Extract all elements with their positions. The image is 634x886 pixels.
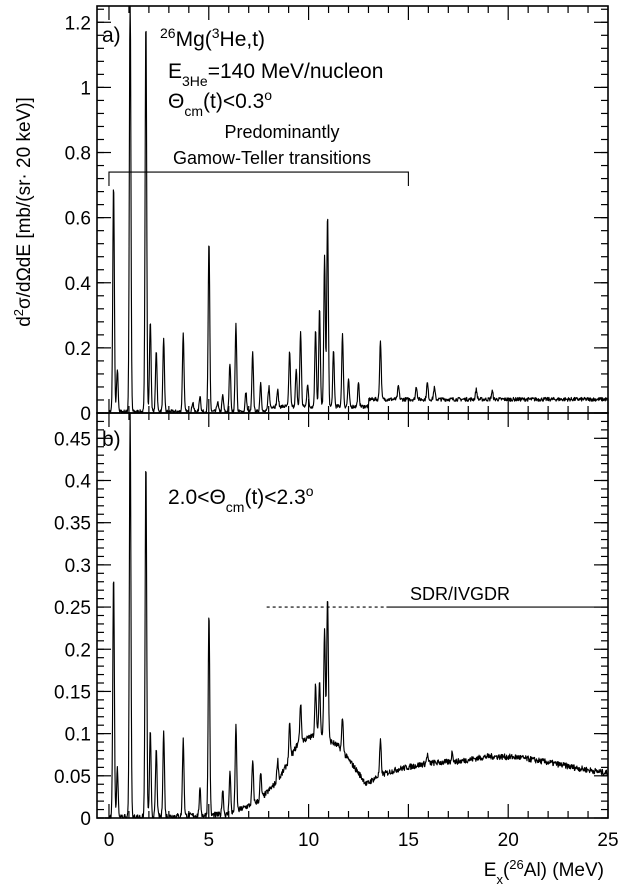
panel-a-label: a) (102, 24, 121, 47)
tick-label: 0 (80, 809, 91, 830)
tick-label: 1.2 (65, 13, 91, 34)
x-axis-title: Ex(26Al) (MeV) (484, 857, 604, 886)
tick-label: 0.4 (65, 274, 92, 295)
spectrum-b-line (104, 412, 609, 819)
x-ticks: 0 5 10 15 20 25 (104, 6, 619, 851)
panel-b-y-ticks: 0 0.05 0.1 0.15 0.2 0.25 0.3 0.35 0.4 0.45 (54, 420, 608, 830)
tick-label: 0.05 (54, 767, 91, 788)
tick-label: 0.25 (54, 598, 91, 619)
panel-a-y-ticks: 0 0.2 0.4 0.6 0.8 1 1.2 (65, 8, 608, 425)
reaction-label: 26Mg(3He,t) (160, 25, 265, 51)
gamow-teller-bracket (108, 171, 409, 187)
bracket-label-line1: Predominantly (224, 122, 339, 142)
tick-label: 0.15 (54, 682, 91, 703)
tick-label: 15 (398, 830, 419, 851)
tick-label: 0.4 (65, 472, 92, 493)
tick-label: 0 (80, 404, 91, 425)
y-axis-title: d2σ/dΩdE [mb/(sr· 20 keV)] (11, 97, 36, 327)
tick-label: 0.2 (65, 339, 91, 360)
tick-label: 0 (104, 830, 115, 851)
panel-b-label: b) (102, 428, 121, 451)
tick-label: 0.1 (65, 725, 91, 746)
tick-label: 0.8 (65, 144, 91, 165)
bracket-label-line2: Gamow-Teller transitions (173, 148, 371, 168)
tick-label: 20 (498, 830, 519, 851)
tick-label: 1 (80, 78, 91, 99)
tick-label: 0.45 (54, 429, 91, 450)
beam-energy-label: E3He=140 MeV/nucleon (168, 60, 383, 89)
tick-label: 10 (298, 830, 319, 851)
tick-label: 0.3 (65, 556, 91, 577)
tick-label: 5 (203, 830, 214, 851)
tick-label: 25 (597, 830, 618, 851)
tick-label: 0.6 (65, 209, 91, 230)
sdr-ivgdr-label: SDR/IVGDR (410, 584, 510, 604)
panel-b-angle-label: 2.0<Θcm(t)<2.3o (168, 483, 314, 515)
tick-label: 0.35 (54, 514, 91, 535)
panel-a-angle-label: Θcm(t)<0.3o (168, 87, 272, 119)
tick-label: 0.2 (65, 640, 91, 661)
